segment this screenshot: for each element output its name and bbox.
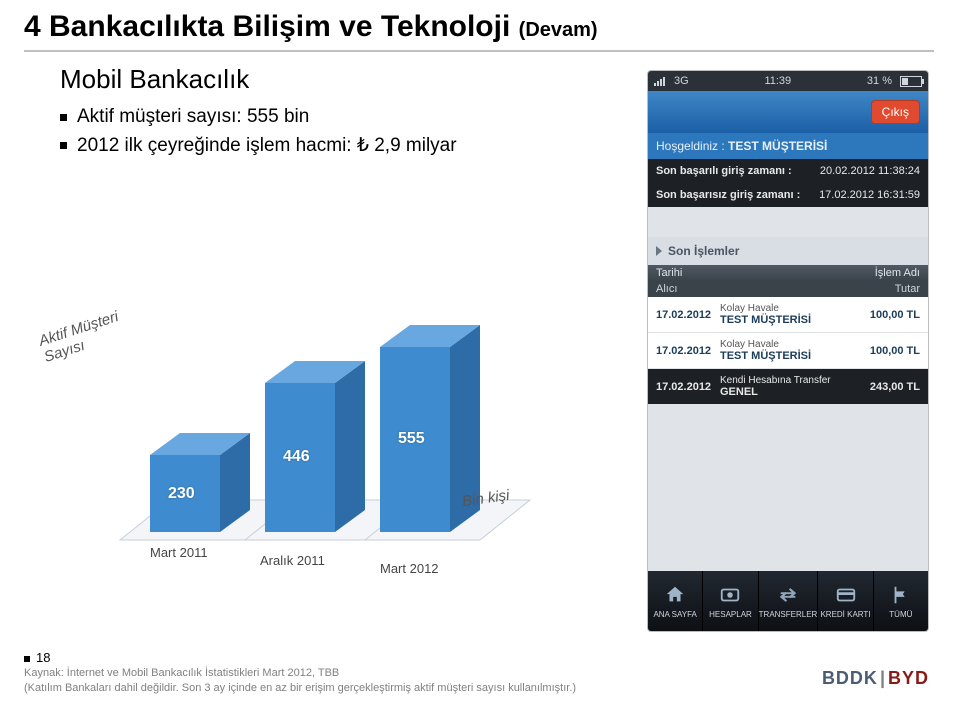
th-from: Alıcı <box>656 283 677 295</box>
bullet-marker-icon <box>24 656 30 662</box>
tx-amount: 100,00 TL <box>870 309 920 321</box>
tx-row[interactable]: 17.02.2012 Kolay Havale TEST MÜŞTERİSİ 1… <box>648 333 928 369</box>
tx-mid: TEST MÜŞTERİSİ <box>720 314 870 326</box>
x-category: Mart 2011 <box>150 545 208 560</box>
tab-accounts[interactable]: HESAPLAR <box>703 571 758 631</box>
tx-date: 17.02.2012 <box>656 345 716 357</box>
bullet-text: Aktif müşteri sayısı: 555 bin <box>77 106 309 128</box>
battery-icon <box>900 76 922 87</box>
bar-value-label: 230 <box>168 485 195 503</box>
tab-label: ANA SAYFA <box>653 610 696 619</box>
bullet-marker-icon <box>60 114 67 121</box>
phone-status-bar: 3G 11:39 31 % <box>648 71 928 91</box>
logo-separator: | <box>880 668 886 688</box>
logo-byd: BYD <box>888 668 929 688</box>
bar-value-label: 446 <box>283 448 310 466</box>
credit-card-icon <box>835 584 857 606</box>
tx-date: 17.02.2012 <box>656 309 716 321</box>
tab-transfers[interactable]: TRANSFERLER <box>759 571 819 631</box>
tx-name: Kolay Havale <box>720 303 870 314</box>
bullet-text: 2012 ilk çeyreğinde işlem hacmi: ₺ 2,9 m… <box>77 134 457 157</box>
tx-name: Kolay Havale <box>720 339 870 350</box>
accounts-icon <box>719 584 741 606</box>
tab-home[interactable]: ANA SAYFA <box>648 571 703 631</box>
tx-mid: TEST MÜŞTERİSİ <box>720 350 870 362</box>
source-line2: (Katılım Bankaları dahil değildir. Son 3… <box>24 681 576 695</box>
bullet-item: Aktif müşteri sayısı: 555 bin <box>60 106 457 128</box>
title-main: 4 Bankacılıkta Bilişim ve Teknoloji <box>24 10 510 43</box>
tx-row[interactable]: 17.02.2012 Kolay Havale TEST MÜŞTERİSİ 1… <box>648 297 928 333</box>
slide-title: 4 Bankacılıkta Bilişim ve Teknoloji (Dev… <box>24 10 598 44</box>
tab-all[interactable]: TÜMÜ <box>874 571 928 631</box>
login-success-label: Son başarılı giriş zamanı : <box>656 165 792 177</box>
transfer-icon <box>777 584 799 606</box>
bullet-marker-icon <box>60 142 67 149</box>
tx-amount: 243,00 TL <box>870 381 920 393</box>
flag-icon <box>890 584 912 606</box>
title-underline <box>24 50 934 52</box>
x-category: Mart 2012 <box>380 561 439 576</box>
bullet-list: Aktif müşteri sayısı: 555 bin 2012 ilk ç… <box>60 106 457 163</box>
app-header: Çıkış <box>648 91 928 133</box>
bullet-item: 2012 ilk çeyreğinde işlem hacmi: ₺ 2,9 m… <box>60 134 457 157</box>
tab-label: HESAPLAR <box>709 610 752 619</box>
login-success-row: Son başarılı giriş zamanı : 20.02.2012 1… <box>648 159 928 183</box>
login-fail-value: 17.02.2012 16:31:59 <box>819 189 920 201</box>
login-success-value: 20.02.2012 11:38:24 <box>820 165 920 177</box>
page-number-value: 18 <box>36 650 50 665</box>
chevron-right-icon <box>656 246 662 256</box>
tx-table-subhead: Alıcı Tutar <box>648 281 928 297</box>
logout-button[interactable]: Çıkış <box>871 100 920 124</box>
welcome-row: Hoşgeldiniz : TEST MÜŞTERİSİ <box>648 133 928 159</box>
login-fail-label: Son başarısız giriş zamanı : <box>656 189 800 201</box>
battery-percent: 31 % <box>867 75 892 87</box>
tx-mid: GENEL <box>720 386 870 398</box>
slide-subtitle: Mobil Bankacılık <box>60 64 249 95</box>
signal-icon <box>654 76 666 86</box>
tab-label: TÜMÜ <box>889 610 912 619</box>
tx-name: Kendi Hesabına Transfer <box>720 375 870 386</box>
recent-tx-header[interactable]: Son İşlemler <box>648 237 928 265</box>
logo-bddk: BDDK <box>822 668 878 688</box>
tx-row[interactable]: 17.02.2012 Kendi Hesabına Transfer GENEL… <box>648 369 928 405</box>
login-fail-row: Son başarısız giriş zamanı : 17.02.2012 … <box>648 183 928 207</box>
phone-tabbar: ANA SAYFA HESAPLAR TRANSFERLER KREDİ KAR… <box>648 571 928 631</box>
tab-creditcard[interactable]: KREDİ KARTI <box>818 571 873 631</box>
source-footnote: Kaynak: İnternet ve Mobil Bankacılık İst… <box>24 666 576 695</box>
tx-list: 17.02.2012 Kolay Havale TEST MÜŞTERİSİ 1… <box>648 297 928 405</box>
welcome-name: TEST MÜŞTERİSİ <box>728 139 827 153</box>
th-amount: Tutar <box>895 283 920 295</box>
bar-chart: Aktif Müşteri Sayısı <box>50 300 570 600</box>
tx-table-head: Tarihi İşlem Adı <box>648 265 928 281</box>
recent-tx-label: Son İşlemler <box>668 244 739 258</box>
source-line1: Kaynak: İnternet ve Mobil Bankacılık İst… <box>24 666 576 680</box>
tx-date: 17.02.2012 <box>656 381 716 393</box>
network-label: 3G <box>674 75 689 87</box>
title-suffix: (Devam) <box>519 19 598 41</box>
status-time: 11:39 <box>764 75 791 87</box>
tab-label: TRANSFERLER <box>759 610 818 619</box>
th-date: Tarihi <box>656 267 682 279</box>
home-icon <box>664 584 686 606</box>
bar-value-label: 555 <box>398 430 425 448</box>
welcome-prefix: Hoşgeldiniz : <box>656 139 725 153</box>
x-category: Aralık 2011 <box>260 553 325 568</box>
footer-logo: BDDK|BYD <box>822 668 929 689</box>
login-info: Son başarılı giriş zamanı : 20.02.2012 1… <box>648 159 928 207</box>
phone-mock: 3G 11:39 31 % Çıkış Hoşgeldiniz : TEST M… <box>647 70 929 632</box>
tab-label: KREDİ KARTI <box>820 610 870 619</box>
page-number: 18 <box>24 650 50 665</box>
th-name: İşlem Adı <box>875 267 920 279</box>
tx-amount: 100,00 TL <box>870 345 920 357</box>
